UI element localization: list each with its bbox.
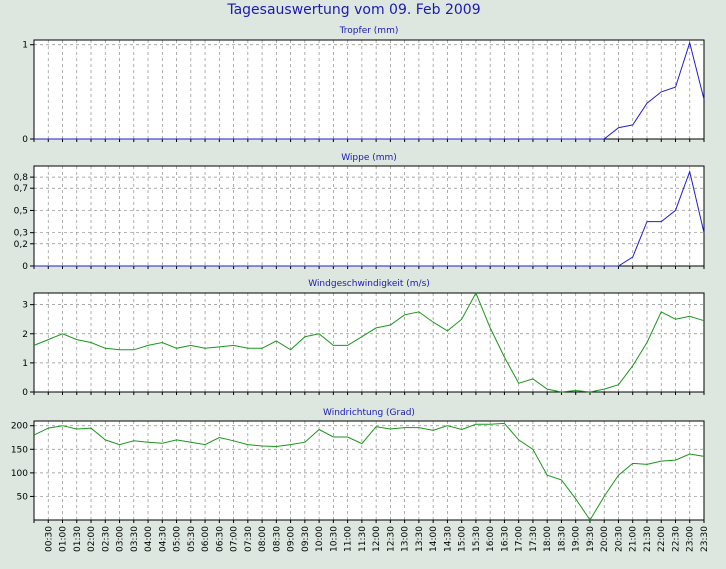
x-tick-label: 09:00 xyxy=(287,526,297,552)
y-tick-label: 2 xyxy=(22,330,28,340)
x-tick-label: 07:30 xyxy=(244,526,254,552)
x-tick-label: 23:30 xyxy=(700,526,710,552)
chart-title: Windrichtung (Grad) xyxy=(323,408,415,418)
x-tick-label: 02:30 xyxy=(101,526,111,552)
x-tick-label: 06:00 xyxy=(201,526,211,552)
x-tick-label: 21:30 xyxy=(643,526,653,552)
x-tick-label: 16:00 xyxy=(486,526,496,552)
x-tick-label: 04:00 xyxy=(144,526,154,552)
plot-area xyxy=(34,421,704,520)
y-tick-label: 50 xyxy=(17,492,29,502)
x-tick-label: 14:30 xyxy=(443,526,453,552)
plot-area xyxy=(34,293,704,392)
x-tick-label: 12:00 xyxy=(372,526,382,552)
series-line xyxy=(34,169,705,267)
x-tick-label: 02:00 xyxy=(87,526,97,552)
x-tick-label: 00:30 xyxy=(44,526,54,552)
x-tick-label: 12:30 xyxy=(386,526,396,552)
x-tick-label: 22:30 xyxy=(672,526,682,552)
page-title: Tagesauswertung vom 09. Feb 2009 xyxy=(226,2,480,18)
x-tick-label: 10:00 xyxy=(315,526,325,552)
y-tick-label: 0,8 xyxy=(14,173,29,183)
x-tick-label: 21:00 xyxy=(629,526,639,552)
x-tick-label: 11:00 xyxy=(344,526,354,552)
x-tick-label: 06:30 xyxy=(215,526,225,552)
plot-area xyxy=(34,40,704,139)
x-tick-label: 14:00 xyxy=(429,526,439,552)
chart-panel-2: Wippe (mm) 0,80,7 0,5 0,30,2 0 xyxy=(14,153,705,272)
x-tick-label: 19:00 xyxy=(572,526,582,552)
series-line xyxy=(33,422,705,521)
chart-title: Wippe (mm) xyxy=(341,153,397,163)
x-tick-label: 10:30 xyxy=(329,526,339,552)
x-tick-label: 07:00 xyxy=(230,526,240,552)
series-line xyxy=(34,40,705,140)
y-tick-label: 0,5 xyxy=(14,206,28,216)
x-tick-label: 01:30 xyxy=(73,526,83,552)
chart-panels: Tropfer (mm) 1 0 Wippe (mm) 0,80,7 0,5 0,30,2 0… xyxy=(11,26,705,523)
y-tick-label: 0 xyxy=(22,262,28,272)
x-tick-label: 15:00 xyxy=(458,526,468,552)
y-tick-label: 0,3 xyxy=(14,229,28,239)
x-tick-label: 09:30 xyxy=(301,526,311,552)
plot-frame xyxy=(33,420,705,521)
x-tick-label: 20:00 xyxy=(600,526,610,552)
x-tick-label: 15:30 xyxy=(472,526,482,552)
x-tick-label: 05:30 xyxy=(187,526,197,552)
y-tick-label: 0,7 xyxy=(14,184,28,194)
chart-title: Tropfer (mm) xyxy=(339,26,399,36)
y-tick-label: 3 xyxy=(22,301,28,311)
x-tick-label: 19:30 xyxy=(586,526,596,552)
y-tick-label: 200 xyxy=(11,422,28,432)
y-tick-label: 1 xyxy=(22,41,28,51)
y-tick-label: 150 xyxy=(11,445,28,455)
x-tick-label: 05:00 xyxy=(173,526,183,552)
y-tick-label: 0,2 xyxy=(14,240,28,250)
x-tick-label: 04:30 xyxy=(158,526,168,552)
y-tick-label: 0 xyxy=(22,135,28,145)
x-tick-label: 13:00 xyxy=(401,526,411,552)
x-tick-label: 08:00 xyxy=(258,526,268,552)
x-tick-label: 17:00 xyxy=(515,526,525,552)
chart-panel-4: Windrichtung (Grad) 200 150 100 50 xyxy=(11,408,705,523)
x-tick-label: 22:00 xyxy=(657,526,667,552)
x-tick-label: 11:30 xyxy=(358,526,368,552)
x-tick-label: 18:00 xyxy=(543,526,553,552)
x-tick-label: 20:30 xyxy=(615,526,625,552)
x-tick-label: 16:30 xyxy=(500,526,510,552)
plot-area xyxy=(34,166,704,266)
chart-panel-3: Windgeschwindigkeit (m/s) 3 2 1 0 xyxy=(22,279,705,398)
y-tick-label: 0 xyxy=(22,388,28,398)
x-tick-label: 01:00 xyxy=(59,526,69,552)
x-tick-label: 23:00 xyxy=(686,526,696,552)
x-axis-labels: 00:30 01:00 01:30 02:00 02:30 03:00 03:30 04:00… xyxy=(44,526,710,552)
x-tick-label: 17:30 xyxy=(529,526,539,552)
chart-title: Windgeschwindigkeit (m/s) xyxy=(308,279,430,289)
x-tick-label: 13:30 xyxy=(415,526,425,552)
y-tick-label: 1 xyxy=(22,359,28,369)
plot-frame xyxy=(33,292,705,393)
y-tick-label: 100 xyxy=(11,469,28,479)
chart-panel-1: Tropfer (mm) 1 0 xyxy=(22,26,705,145)
x-tick-label: 08:30 xyxy=(272,526,282,552)
x-tick-label: 03:00 xyxy=(116,526,126,552)
series-line xyxy=(33,291,705,393)
x-tick-label: 03:30 xyxy=(130,526,140,552)
x-tick-label: 18:30 xyxy=(557,526,567,552)
